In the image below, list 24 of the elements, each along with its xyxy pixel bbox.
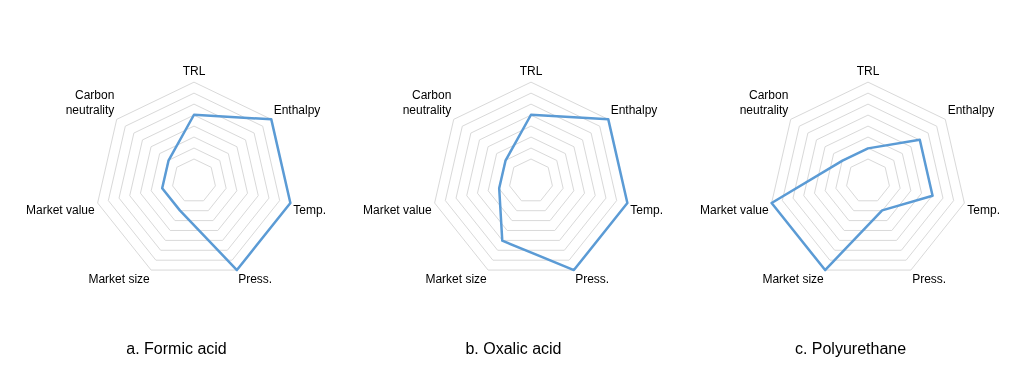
spoke-label: Market value <box>25 203 96 218</box>
text: a. Formic acid <box>125 339 228 359</box>
spoke-label: Market value <box>362 203 433 218</box>
spoke-label: Temp. <box>293 203 326 218</box>
spoke-label: TRL <box>519 64 543 79</box>
spoke-label: Market size <box>762 272 825 287</box>
spoke-label: Temp. <box>630 203 663 218</box>
spoke-label: Press. <box>575 272 610 287</box>
spoke-label: Market size <box>425 272 488 287</box>
spoke-label: Enthalpy <box>947 102 995 117</box>
spoke-label: Carbon neutrality <box>402 88 452 117</box>
spoke-label: Enthalpy <box>273 102 321 117</box>
text: c. Polyurethane <box>793 339 908 359</box>
spoke-label: Press. <box>912 272 947 287</box>
spoke-label: Temp. <box>967 203 1000 218</box>
text: b. Oxalic acid <box>464 339 563 359</box>
spoke-label: Carbon neutrality <box>739 88 789 117</box>
spoke-label: Carbon neutrality <box>65 88 115 117</box>
spoke-label: Press. <box>238 272 273 287</box>
spoke-label: Enthalpy <box>610 102 658 117</box>
spoke-label: TRL <box>182 64 206 79</box>
spoke-label: TRL <box>856 64 880 79</box>
spoke-label: Market size <box>88 272 151 287</box>
spoke-label: Market value <box>699 203 770 218</box>
